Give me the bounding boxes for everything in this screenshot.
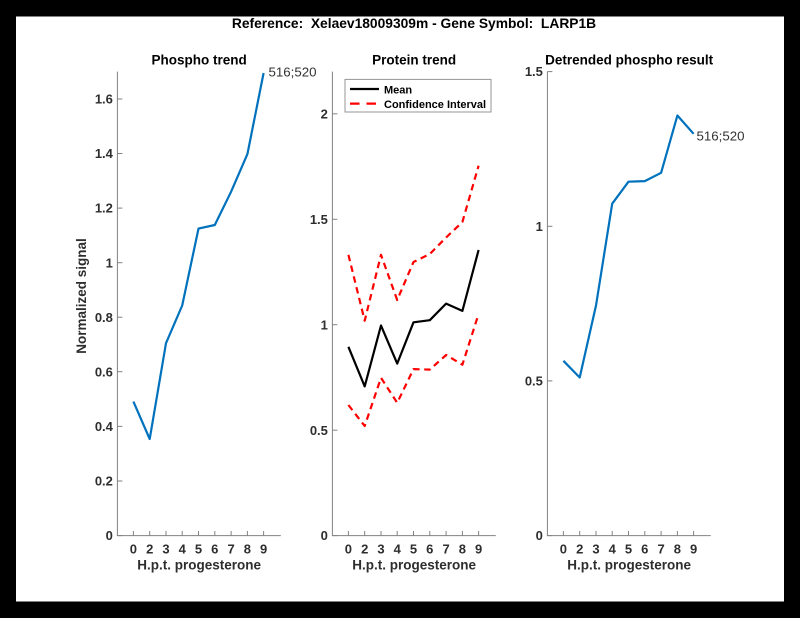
svg-text:1: 1: [536, 219, 543, 234]
svg-text:0: 0: [560, 542, 567, 557]
svg-text:1.5: 1.5: [525, 64, 543, 79]
svg-text:6: 6: [641, 542, 648, 557]
svg-text:1.2: 1.2: [95, 201, 113, 216]
svg-text:2: 2: [361, 542, 368, 557]
svg-text:1.4: 1.4: [95, 146, 114, 161]
svg-text:0.2: 0.2: [95, 474, 113, 489]
svg-text:5: 5: [625, 542, 632, 557]
svg-text:2: 2: [321, 106, 328, 121]
svg-text:0.5: 0.5: [310, 423, 328, 438]
svg-text:Protein trend: Protein trend: [372, 53, 456, 68]
svg-text:3: 3: [162, 542, 169, 557]
svg-text:0: 0: [536, 528, 543, 543]
svg-text:8: 8: [244, 542, 251, 557]
svg-text:0.4: 0.4: [95, 419, 114, 434]
svg-text:H.p.t. progesterone: H.p.t. progesterone: [567, 558, 691, 573]
svg-text:6: 6: [426, 542, 433, 557]
svg-text:2: 2: [576, 542, 583, 557]
svg-text:Mean: Mean: [384, 85, 412, 97]
svg-text:5: 5: [410, 542, 417, 557]
svg-text:H.p.t. progesterone: H.p.t. progesterone: [137, 558, 261, 573]
svg-text:3: 3: [592, 542, 599, 557]
svg-text:0.8: 0.8: [95, 310, 113, 325]
svg-text:Confidence Interval: Confidence Interval: [384, 99, 486, 111]
svg-text:8: 8: [459, 542, 466, 557]
svg-text:5: 5: [195, 542, 202, 557]
svg-text:Phospho trend: Phospho trend: [151, 53, 246, 68]
svg-text:0: 0: [130, 542, 137, 557]
svg-text:3: 3: [377, 542, 384, 557]
svg-text:Reference: Xelaev18009309m -: Reference: Xelaev18009309m - Gene Symbol…: [232, 16, 596, 31]
svg-text:4: 4: [394, 542, 402, 557]
svg-text:1: 1: [106, 255, 113, 270]
svg-text:2: 2: [146, 542, 153, 557]
svg-text:7: 7: [657, 542, 664, 557]
svg-text:Detrended phospho result: Detrended phospho result: [545, 53, 714, 68]
svg-text:Normalized signal: Normalized signal: [74, 238, 89, 354]
svg-text:516;520: 516;520: [269, 64, 317, 79]
svg-text:9: 9: [475, 542, 482, 557]
svg-text:1.6: 1.6: [95, 92, 113, 107]
svg-text:1.5: 1.5: [310, 212, 328, 227]
svg-text:4: 4: [179, 542, 187, 557]
svg-text:1: 1: [321, 317, 328, 332]
svg-text:7: 7: [227, 542, 234, 557]
svg-text:6: 6: [211, 542, 218, 557]
svg-text:0: 0: [321, 528, 328, 543]
svg-text:9: 9: [260, 542, 267, 557]
svg-text:4: 4: [609, 542, 617, 557]
svg-text:0: 0: [345, 542, 352, 557]
svg-text:516;520: 516;520: [697, 128, 745, 143]
svg-text:9: 9: [690, 542, 697, 557]
svg-text:0: 0: [106, 528, 113, 543]
svg-text:7: 7: [442, 542, 449, 557]
svg-text:0.6: 0.6: [95, 364, 113, 379]
svg-text:H.p.t. progesterone: H.p.t. progesterone: [352, 558, 476, 573]
svg-text:0.5: 0.5: [525, 374, 543, 389]
svg-text:8: 8: [674, 542, 681, 557]
